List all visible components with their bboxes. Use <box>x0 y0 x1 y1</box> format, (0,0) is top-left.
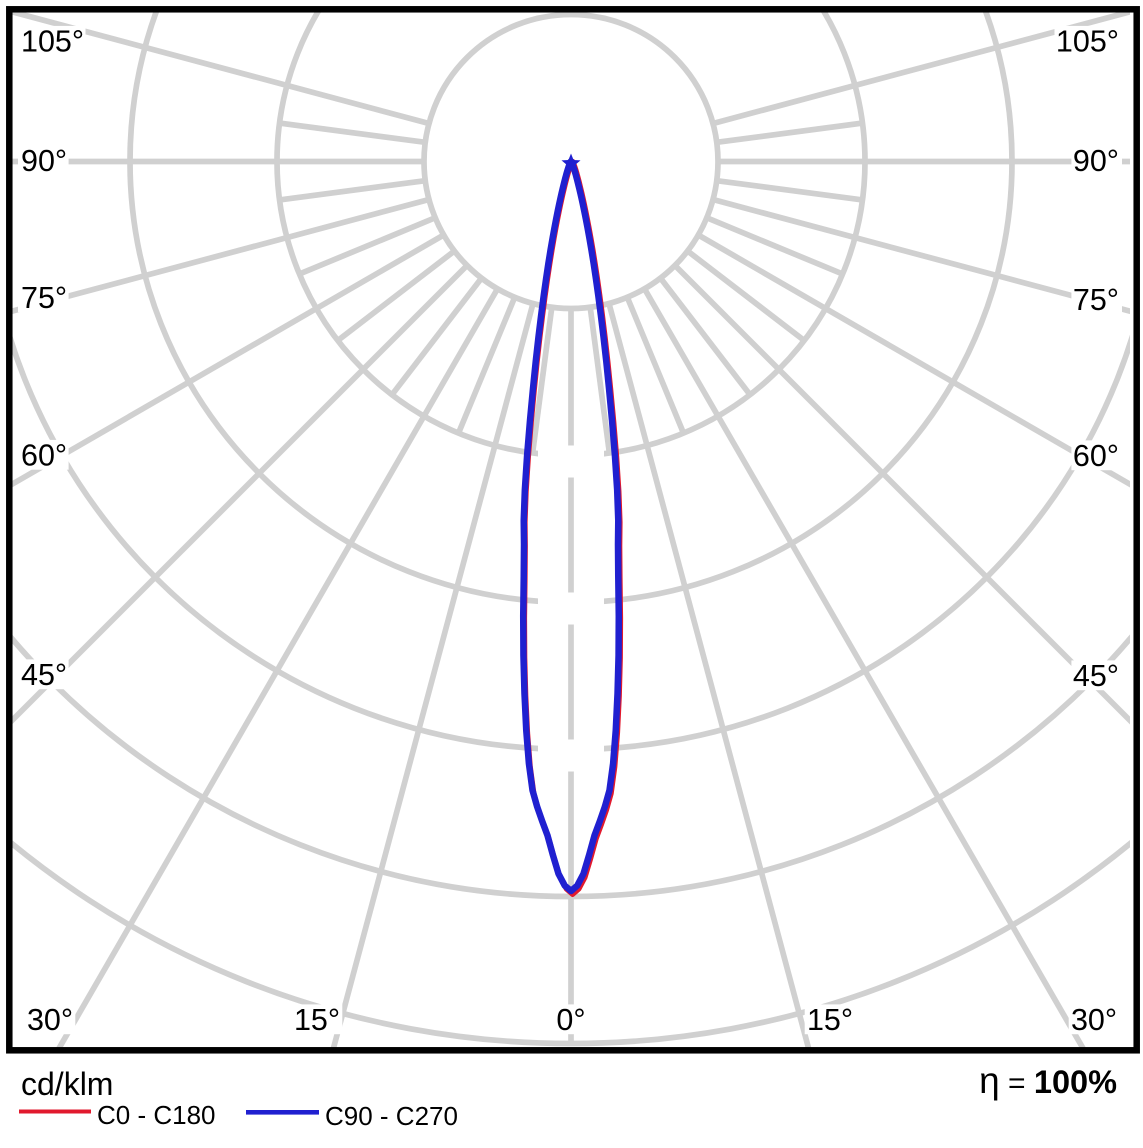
svg-text:30°: 30° <box>27 1003 73 1037</box>
svg-text:η = 100%: η = 100% <box>979 1060 1117 1101</box>
svg-text:0°: 0° <box>556 1003 585 1037</box>
svg-text:15°: 15° <box>294 1003 340 1037</box>
svg-text:75°: 75° <box>21 281 67 315</box>
svg-text:C90 - C270: C90 - C270 <box>325 1101 458 1131</box>
svg-text:105°: 105° <box>21 25 84 59</box>
svg-text:75°: 75° <box>1073 283 1119 317</box>
svg-text:cd/klm: cd/klm <box>21 1066 113 1102</box>
svg-text:105°: 105° <box>1056 25 1119 59</box>
svg-text:C0 - C180: C0 - C180 <box>97 1100 216 1130</box>
svg-text:60°: 60° <box>21 439 67 473</box>
svg-text:60°: 60° <box>1073 439 1119 473</box>
svg-text:15°: 15° <box>807 1003 853 1037</box>
svg-text:45°: 45° <box>1073 659 1119 693</box>
svg-text:45°: 45° <box>21 658 67 692</box>
svg-text:30°: 30° <box>1071 1003 1117 1037</box>
svg-text:90°: 90° <box>1073 144 1119 178</box>
svg-text:90°: 90° <box>21 144 67 178</box>
